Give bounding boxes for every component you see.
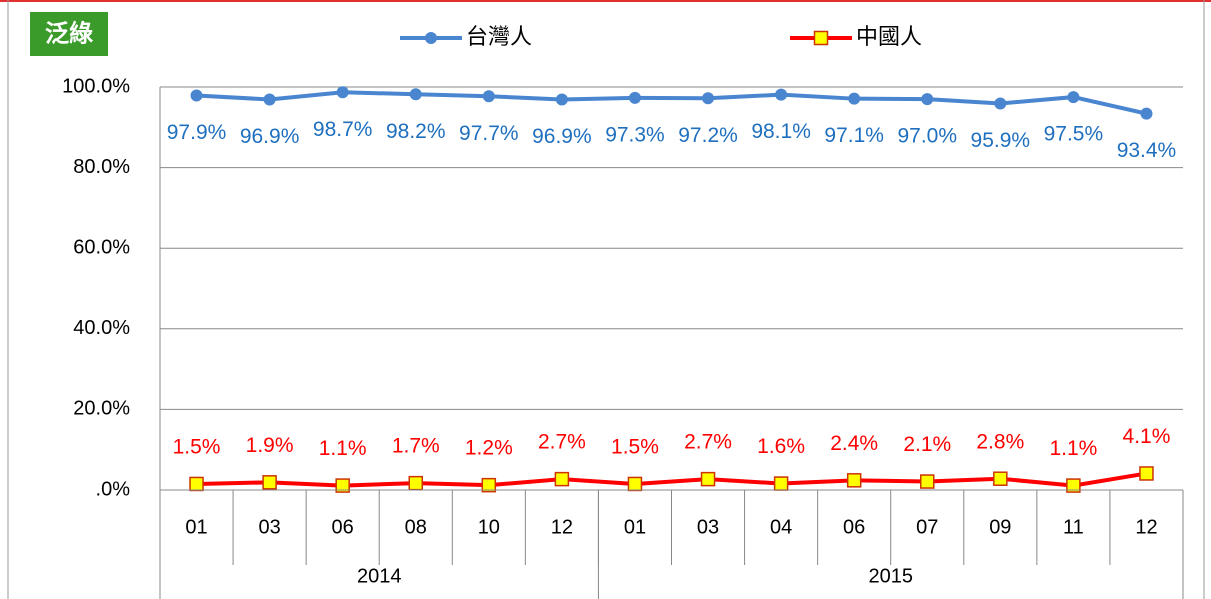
badge: 泛綠 xyxy=(45,19,94,47)
point xyxy=(262,475,277,490)
x-tick-label: 09 xyxy=(989,516,1011,538)
legend-label: 台灣人 xyxy=(466,24,532,49)
point xyxy=(1140,107,1153,120)
data-label: 1.9% xyxy=(246,434,294,457)
data-label: 96.9% xyxy=(532,125,592,148)
x-tick-label: 03 xyxy=(697,516,719,538)
point xyxy=(189,476,204,492)
x-group-label: 2014 xyxy=(357,565,402,587)
point xyxy=(263,93,276,106)
data-label: 1.5% xyxy=(611,436,659,459)
data-label: 93.4% xyxy=(1117,139,1177,162)
point xyxy=(190,89,203,102)
x-tick-label: 11 xyxy=(1063,516,1084,538)
point xyxy=(993,471,1008,486)
x-tick-label: 10 xyxy=(478,516,500,538)
y-tick-label: 80.0% xyxy=(73,156,130,178)
legend-label: 中國人 xyxy=(856,24,922,49)
point xyxy=(775,88,788,101)
data-label: 1.7% xyxy=(392,435,440,458)
point xyxy=(700,471,716,487)
point xyxy=(408,475,423,491)
legend-marker xyxy=(425,32,437,44)
data-label: 98.1% xyxy=(751,120,811,143)
data-label: 96.9% xyxy=(240,125,300,148)
data-label: 2.4% xyxy=(830,432,878,455)
point xyxy=(921,93,934,106)
data-label: 2.1% xyxy=(903,433,951,456)
data-label: 97.1% xyxy=(824,124,884,147)
x-tick-label: 08 xyxy=(405,516,427,538)
data-label: 2.8% xyxy=(976,430,1024,453)
data-label: 97.5% xyxy=(1044,123,1104,146)
y-tick-label: 20.0% xyxy=(73,398,130,420)
series-line xyxy=(196,90,1147,116)
point xyxy=(1066,478,1081,493)
point xyxy=(1067,91,1080,104)
data-label: 1.1% xyxy=(319,437,367,460)
data-label: 1.2% xyxy=(465,437,513,460)
data-label: 2.7% xyxy=(538,431,586,454)
data-label: 4.1% xyxy=(1123,425,1171,448)
data-label: 97.9% xyxy=(167,121,227,144)
series-line xyxy=(196,471,1147,488)
point xyxy=(554,471,570,487)
point xyxy=(773,476,789,491)
data-label: 97.2% xyxy=(678,124,738,147)
x-tick-label: 06 xyxy=(332,516,354,538)
point xyxy=(848,92,861,105)
data-label: 98.7% xyxy=(313,118,373,141)
data-label: 95.9% xyxy=(971,129,1031,152)
y-tick-label: 100.0% xyxy=(62,75,130,97)
point xyxy=(702,92,715,105)
point xyxy=(481,477,497,493)
data-label: 97.7% xyxy=(459,122,519,145)
data-label: 1.1% xyxy=(1049,437,1097,460)
point xyxy=(994,97,1007,110)
point xyxy=(335,478,350,493)
point xyxy=(1139,466,1154,481)
y-tick-label: .0% xyxy=(96,478,131,500)
data-label: 97.0% xyxy=(897,125,957,148)
point xyxy=(920,474,935,489)
data-label: 98.2% xyxy=(386,120,446,143)
point xyxy=(846,473,862,488)
x-tick-label: 12 xyxy=(551,516,573,538)
x-tick-label: 04 xyxy=(770,516,792,538)
data-label: 1.5% xyxy=(173,436,221,459)
point xyxy=(409,88,422,101)
data-label: 2.7% xyxy=(684,431,732,454)
point xyxy=(482,90,495,103)
y-tick-label: 60.0% xyxy=(73,236,130,258)
point xyxy=(555,93,568,106)
x-group-label: 2015 xyxy=(868,565,913,587)
point xyxy=(628,91,641,104)
legend-marker xyxy=(813,30,829,46)
badge-box xyxy=(30,12,108,56)
x-tick-label: 01 xyxy=(185,516,207,538)
data-label: 1.6% xyxy=(757,435,805,458)
x-tick-label: 06 xyxy=(843,516,865,538)
point xyxy=(627,476,643,492)
data-label: 97.3% xyxy=(605,123,665,146)
x-tick-label: 01 xyxy=(624,516,646,538)
point xyxy=(336,86,349,99)
x-tick-label: 07 xyxy=(916,516,938,538)
y-tick-label: 40.0% xyxy=(73,317,130,339)
x-tick-label: 12 xyxy=(1135,516,1157,538)
x-tick-label: 03 xyxy=(258,516,280,538)
